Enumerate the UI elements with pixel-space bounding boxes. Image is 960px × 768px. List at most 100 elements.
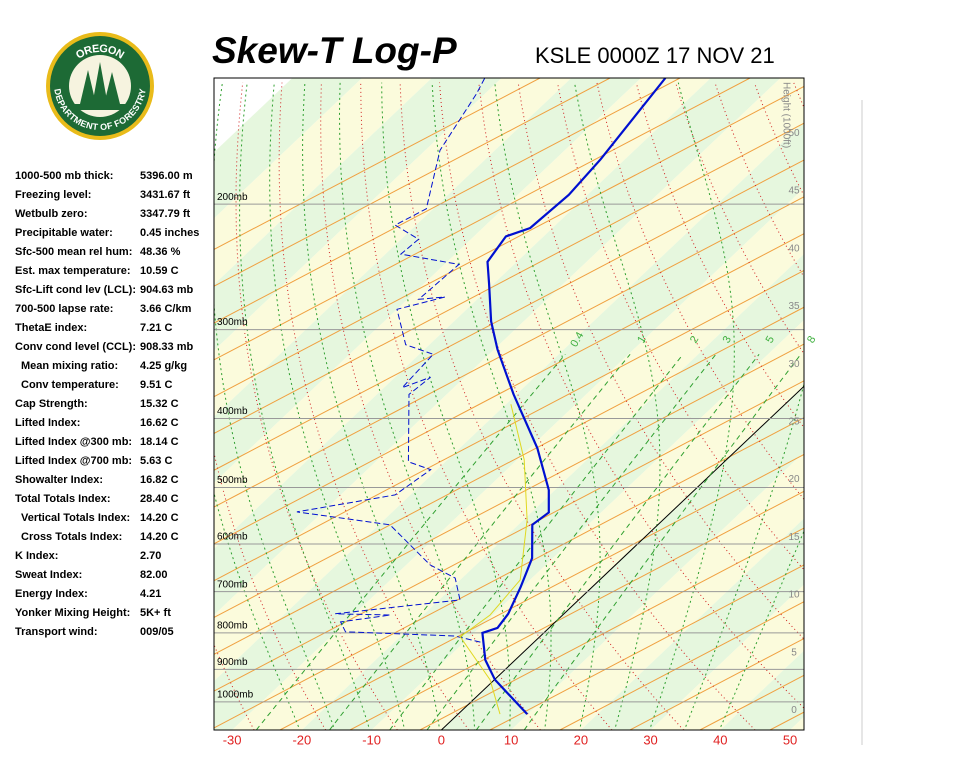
mixing-ratio-line	[523, 353, 802, 730]
profile-line	[481, 77, 667, 715]
mixing-ratio-label: 3	[721, 334, 734, 345]
index-label: Conv temperature:	[21, 379, 119, 391]
index-label: Transport wind:	[15, 626, 98, 638]
height-tick-label: 25	[788, 417, 800, 428]
orange-guide	[489, 564, 804, 730]
mixing-ratio-line	[389, 353, 684, 730]
index-value: 4.21	[140, 588, 161, 600]
plot-frame	[213, 77, 805, 731]
moist-adiabat	[574, 82, 661, 730]
index-label: Wetbulb zero:	[15, 208, 88, 220]
orange-guide	[214, 122, 804, 435]
isotherm-band	[214, 78, 642, 483]
index-value: 82.00	[140, 569, 168, 581]
index-label: Total Totals Index:	[15, 493, 111, 505]
orange-guide	[214, 78, 751, 361]
index-label: Est. max temperature:	[15, 265, 131, 277]
orange-guide	[214, 196, 804, 508]
index-value: 2.70	[140, 550, 161, 562]
mixing-ratio-label: 8	[805, 334, 818, 345]
orange-guide	[214, 380, 804, 692]
moist-adiabat	[214, 491, 301, 730]
index-label: Freezing level:	[15, 189, 91, 201]
moist-adiabat	[649, 82, 735, 730]
index-label: Lifted Index @700 mb:	[15, 455, 132, 467]
index-label: Cap Strength:	[15, 398, 88, 410]
zero-isotherm	[441, 385, 804, 730]
x-tick-label: 10	[504, 732, 518, 747]
height-tick-label: 20	[788, 474, 800, 485]
height-tick-label: 35	[788, 301, 800, 312]
moist-adiabat	[239, 82, 371, 730]
pressure-label: 400mb	[217, 406, 248, 417]
height-axis-label: Height (1000ft)	[780, 82, 791, 148]
index-value: 908.33 mb	[140, 341, 193, 353]
height-tick-label: 15	[788, 532, 800, 543]
orange-guide	[419, 527, 804, 730]
index-value: 5396.00 m	[140, 170, 193, 182]
pressure-label: 1000mb	[217, 690, 254, 701]
mixing-ratio-line	[255, 353, 566, 730]
height-tick-label: 10	[788, 590, 800, 601]
orange-guide	[214, 78, 541, 250]
orange-guide	[214, 78, 681, 324]
index-label: Vertical Totals Index:	[21, 512, 130, 524]
orange-guide	[214, 269, 804, 582]
index-label: Conv cond level (CCL):	[15, 341, 136, 353]
height-tick-label: 45	[788, 186, 800, 197]
height-tick-label: 40	[788, 243, 800, 254]
mixing-ratio-label: 1	[635, 334, 648, 345]
index-label: Lifted Index @300 mb:	[15, 436, 132, 448]
pressure-label: 300mb	[217, 317, 248, 328]
dry-adiabat	[439, 82, 756, 730]
orange-guide	[214, 159, 804, 471]
x-tick-label: 20	[574, 732, 588, 747]
index-value: 16.82 C	[140, 474, 179, 486]
index-value: 0.45 inches	[140, 227, 199, 239]
height-tick-label: 50	[788, 128, 800, 139]
profile-line	[296, 77, 486, 643]
x-tick-label: 40	[713, 732, 727, 747]
index-value: 28.40 C	[140, 493, 179, 505]
index-label: Cross Totals Index:	[21, 531, 122, 543]
isotherm-band	[232, 187, 804, 730]
orange-guide	[279, 453, 804, 730]
x-tick-label: 30	[643, 732, 657, 747]
index-value: 3347.79 ft	[140, 208, 190, 220]
isotherm-band	[371, 320, 804, 730]
profile-line	[459, 404, 528, 715]
index-value: 48.36 %	[140, 246, 181, 258]
index-value: 3.66 C/km	[140, 303, 192, 315]
x-tick-label: 0	[438, 732, 445, 747]
pressure-label: 800mb	[217, 621, 248, 632]
index-label: K Index:	[15, 550, 58, 562]
index-label: Sfc-500 mean rel hum:	[15, 246, 132, 258]
orange-guide	[214, 417, 804, 729]
height-tick-label: 5	[791, 647, 797, 658]
index-value: 9.51 C	[140, 379, 172, 391]
plot-background	[214, 78, 804, 730]
mixing-ratio-label: 2	[688, 334, 701, 345]
dry-adiabat	[399, 82, 684, 730]
orange-guide	[214, 85, 804, 398]
height-tick-label: 30	[788, 359, 800, 370]
x-tick-label: -20	[292, 732, 311, 747]
pressure-label: 500mb	[217, 475, 248, 486]
index-label: 700-500 lapse rate:	[15, 303, 113, 315]
index-value: 3431.67 ft	[140, 189, 190, 201]
index-label: ThetaE index:	[15, 322, 87, 334]
moist-adiabat	[214, 82, 336, 730]
pressure-label: 900mb	[217, 657, 248, 668]
index-value: 16.62 C	[140, 417, 179, 429]
moist-adiabat	[381, 82, 511, 730]
pressure-label: 600mb	[217, 532, 248, 543]
logo-ground	[72, 104, 128, 110]
chart-subtitle: KSLE 0000Z 17 NOV 21	[535, 43, 775, 68]
moist-adiabat	[269, 82, 406, 730]
orange-guide	[214, 306, 804, 619]
index-label: 1000-500 mb thick:	[15, 170, 113, 182]
index-value: 4.25 g/kg	[140, 360, 187, 372]
moist-adiabat	[494, 82, 601, 730]
pressure-label: 200mb	[217, 192, 248, 203]
